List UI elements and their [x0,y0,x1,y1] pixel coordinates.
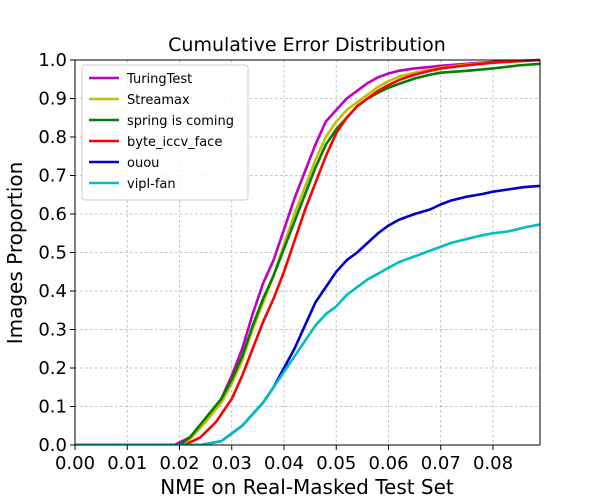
y-tick-label: 0.2 [38,358,67,379]
y-tick-label: 0.3 [38,320,67,341]
x-tick-label: 0.01 [107,453,147,474]
x-tick-label: 0.02 [159,453,199,474]
x-tick-label: 0.05 [316,453,356,474]
y-tick-label: 0.9 [38,89,67,110]
legend-entry-label: Streamax [127,93,190,108]
x-tick-label: 0.08 [473,453,513,474]
x-tick-label: 0.00 [55,453,95,474]
legend-entry-label: TuringTest [126,72,192,87]
y-tick-label: 0.0 [38,435,67,456]
series-line-byte-iccv-face [75,58,540,445]
legend-entry-label: spring is coming [127,114,234,129]
y-tick-label: 0.5 [38,243,67,264]
series-line-spring-is-coming [75,62,540,445]
y-tick-label: 0.4 [38,281,67,302]
y-tick-label: 0.8 [38,127,67,148]
y-tick-label: 0.7 [38,166,67,187]
x-tick-label: 0.07 [421,453,461,474]
legend: TuringTest Streamax spring is coming byte_i… [81,64,249,201]
x-tick-label: 0.03 [212,453,252,474]
legend-box [81,64,249,201]
chart-title: Cumulative Error Distribution [168,34,446,56]
series-line-vipl-fan [75,223,540,445]
legend-entry-label: byte_iccv_face [127,135,222,150]
axis-ticks: 0.00 0.01 0.02 0.03 0.04 0.05 0.06 0.07 0.08 0.0 0… [38,50,513,474]
y-tick-label: 0.1 [38,397,67,418]
x-tick-label: 0.04 [264,453,304,474]
series-lines [75,58,540,445]
x-axis-title: NME on Real-Masked Test Set [160,475,454,499]
legend-entry-label: vipl-fan [127,177,176,192]
x-tick-label: 0.06 [368,453,408,474]
y-tick-label: 1.0 [38,50,67,71]
legend-entry-label: ouou [127,156,159,171]
y-axis-title: Images Proportion [3,162,27,345]
y-tick-label: 0.6 [38,204,67,225]
